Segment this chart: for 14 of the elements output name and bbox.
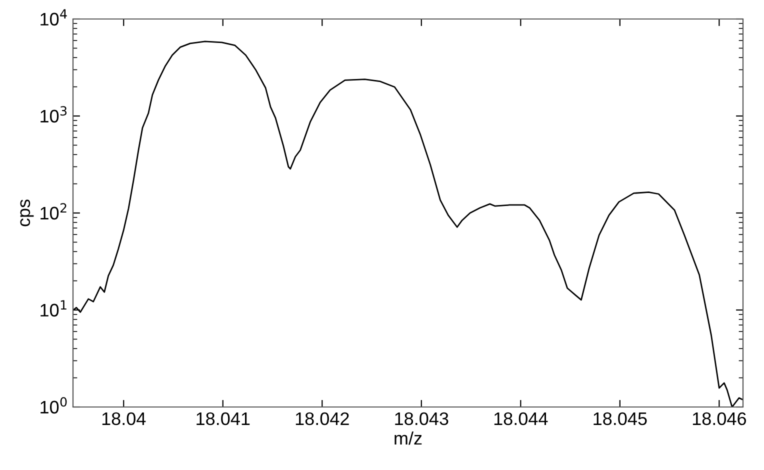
y-tick-label: 10$^{4}$ <box>40 9 67 26</box>
x-tick-label: 18.04 <box>102 412 146 426</box>
x-axis-title: m/z <box>394 431 422 445</box>
y-tick-label: 10$^{2}$ <box>40 203 66 220</box>
y-tick-label: 10$^{0}$ <box>40 397 67 414</box>
x-tick-label: 18.045 <box>594 412 647 426</box>
x-tick-label: 18.043 <box>395 412 448 426</box>
x-tick-label: 18.042 <box>296 412 349 426</box>
x-tick-label: 18.046 <box>692 412 746 426</box>
x-tick-label: 18.041 <box>196 412 250 426</box>
x-tick-label: 18.044 <box>494 412 548 426</box>
y-tick-label: 10$^{1}$ <box>40 300 66 317</box>
y-tick-label: 10$^{3}$ <box>40 106 67 123</box>
y-axis-title: cps <box>20 200 34 226</box>
